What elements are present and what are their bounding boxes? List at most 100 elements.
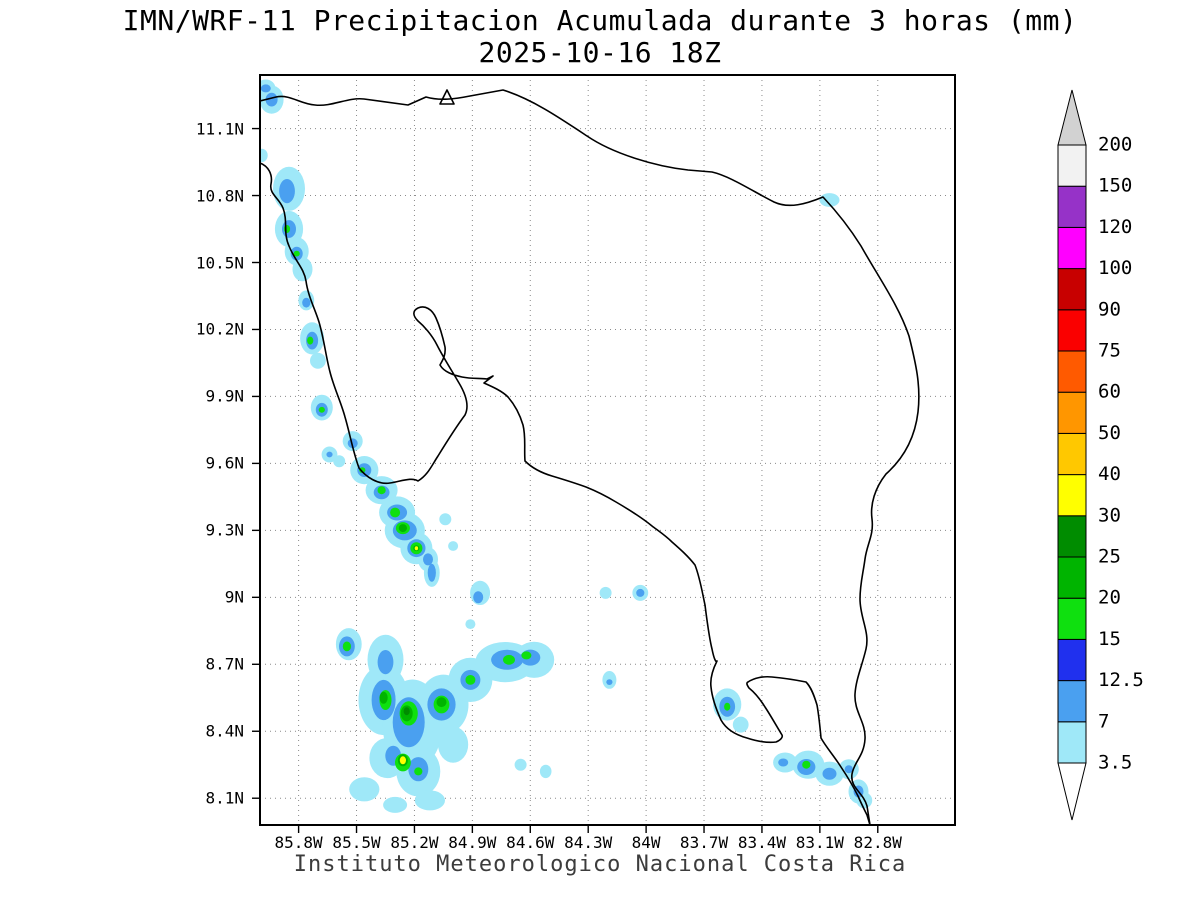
precip-cell	[326, 451, 333, 458]
precip-cell	[398, 524, 407, 533]
x-tick-label: 84W	[631, 833, 661, 852]
colorbar-level-label: 200	[1098, 134, 1132, 156]
colorbar-band	[1057, 680, 1087, 723]
y-axis-labels: 8.1N 8.4N 8.7N 9N 9.3N 9.6N 9.9N 10.2N 10.5N 10.8…	[182, 75, 252, 825]
precip-cell	[514, 758, 527, 771]
colorbar-band	[1057, 309, 1087, 352]
precip-cell	[448, 541, 459, 551]
precip-cell	[399, 756, 406, 765]
colorbar-band	[1057, 597, 1087, 640]
y-tick-label: 10.5N	[195, 253, 244, 272]
chart-subtitle: 2025-10-16 18Z	[478, 36, 722, 69]
precip-cell	[310, 352, 326, 369]
precip-cell	[539, 764, 552, 779]
precip-cell	[260, 84, 271, 93]
colorbar-band	[1057, 185, 1087, 228]
precip-cell	[349, 777, 380, 802]
map-plot	[252, 74, 956, 833]
precip-cell	[427, 563, 436, 582]
precip-cell	[436, 697, 447, 708]
lake-island-triangle	[439, 89, 455, 105]
colorbar-level-label: 25	[1098, 546, 1121, 568]
colorbar-band	[1057, 226, 1087, 270]
colorbar-band	[1057, 515, 1087, 558]
colorbar-band	[1057, 556, 1087, 599]
precip-cell	[465, 675, 476, 685]
colorbar-level-label: 20	[1098, 587, 1121, 609]
x-axis-labels: 85.8W 85.5W 85.2W 84.9W 84.6W 84.3W 84W 83.7W 83…	[260, 833, 955, 857]
precip-cell	[636, 588, 645, 597]
x-tick-label: 83.1W	[795, 833, 844, 852]
colorbar: 3.5 7 12.5 15 20 25 30 40 50 60 75 90 100 120 150 200	[1057, 89, 1144, 821]
colorbar-level-label: 60	[1098, 381, 1121, 403]
colorbar-band	[1057, 638, 1087, 682]
colorbar-level-label: 40	[1098, 463, 1121, 485]
x-tick-label: 83.4W	[737, 833, 787, 852]
precip-cell	[521, 651, 532, 660]
y-tick-label: 10.2N	[195, 319, 244, 339]
precip-cell	[439, 513, 452, 526]
chart-title: IMN/WRF-11 Precipitacion Acumulada duran…	[122, 4, 1078, 37]
x-tick-label: 84.9W	[448, 833, 497, 852]
precip-cell	[307, 336, 314, 345]
colorbar-level-label: 120	[1098, 216, 1132, 238]
precip-cell	[347, 438, 358, 449]
precip-cell	[414, 767, 423, 776]
colorbar-level-label: 15	[1098, 628, 1121, 650]
precip-cell	[260, 148, 268, 163]
colorbar-band	[1057, 268, 1087, 311]
y-tick-label: 9N	[224, 587, 244, 607]
nicaragua-border-caribbean-coast	[260, 89, 920, 825]
colorbar-under-arrow	[1057, 762, 1087, 821]
precip-cell	[359, 467, 366, 473]
precip-cell	[383, 796, 408, 813]
precip-cell	[403, 707, 410, 716]
colorbar-level-label: 3.5	[1098, 752, 1132, 774]
precip-cell	[802, 760, 811, 769]
precip-cell	[377, 486, 386, 495]
colorbar-band	[1057, 350, 1087, 393]
precip-cell	[819, 193, 840, 207]
pacific-coastline	[260, 162, 871, 825]
precip-cell	[293, 250, 300, 257]
x-tick-label: 83.7W	[679, 833, 729, 852]
precip-cell	[414, 546, 419, 551]
colorbar-band	[1057, 474, 1087, 517]
y-tick-label: 9.9N	[205, 386, 244, 406]
colorbar-level-label: 90	[1098, 298, 1121, 320]
colorbar-band	[1057, 721, 1087, 764]
y-tick-label: 9.3N	[205, 520, 244, 540]
y-tick-label: 8.1N	[205, 788, 244, 808]
gridlines	[252, 75, 955, 833]
precipitation-shading	[260, 79, 873, 813]
colorbar-level-label: 150	[1098, 175, 1132, 197]
y-tick-label: 10.8N	[195, 186, 244, 206]
precip-cell	[279, 179, 295, 204]
precip-cell	[465, 619, 476, 629]
colorbar-level-label: 30	[1098, 504, 1121, 526]
colorbar-level-label: 12.5	[1098, 669, 1144, 691]
x-tick-label: 85.5W	[332, 833, 381, 852]
precip-cell	[503, 654, 515, 665]
y-tick-label: 8.7N	[205, 654, 244, 674]
colorbar-band	[1057, 391, 1087, 434]
colorbar-over-arrow	[1057, 89, 1087, 146]
precip-cell	[342, 641, 351, 652]
precip-cell	[778, 758, 789, 767]
x-tick-label: 85.2W	[390, 833, 439, 852]
precip-cell	[423, 553, 433, 566]
precip-cell	[333, 455, 346, 468]
colorbar-level-label: 50	[1098, 422, 1121, 444]
colorbar-level-label: 75	[1098, 340, 1121, 362]
precip-cell	[302, 297, 311, 308]
precip-cell	[318, 406, 325, 413]
plot-frame	[259, 74, 956, 826]
precip-cell	[844, 765, 853, 774]
precip-cell	[606, 679, 613, 685]
colorbar-level-label: 100	[1098, 257, 1132, 279]
y-tick-label: 9.6N	[205, 453, 244, 473]
precip-cell	[473, 591, 484, 604]
colorbar-band	[1057, 144, 1087, 187]
x-tick-label: 85.8W	[274, 833, 323, 852]
